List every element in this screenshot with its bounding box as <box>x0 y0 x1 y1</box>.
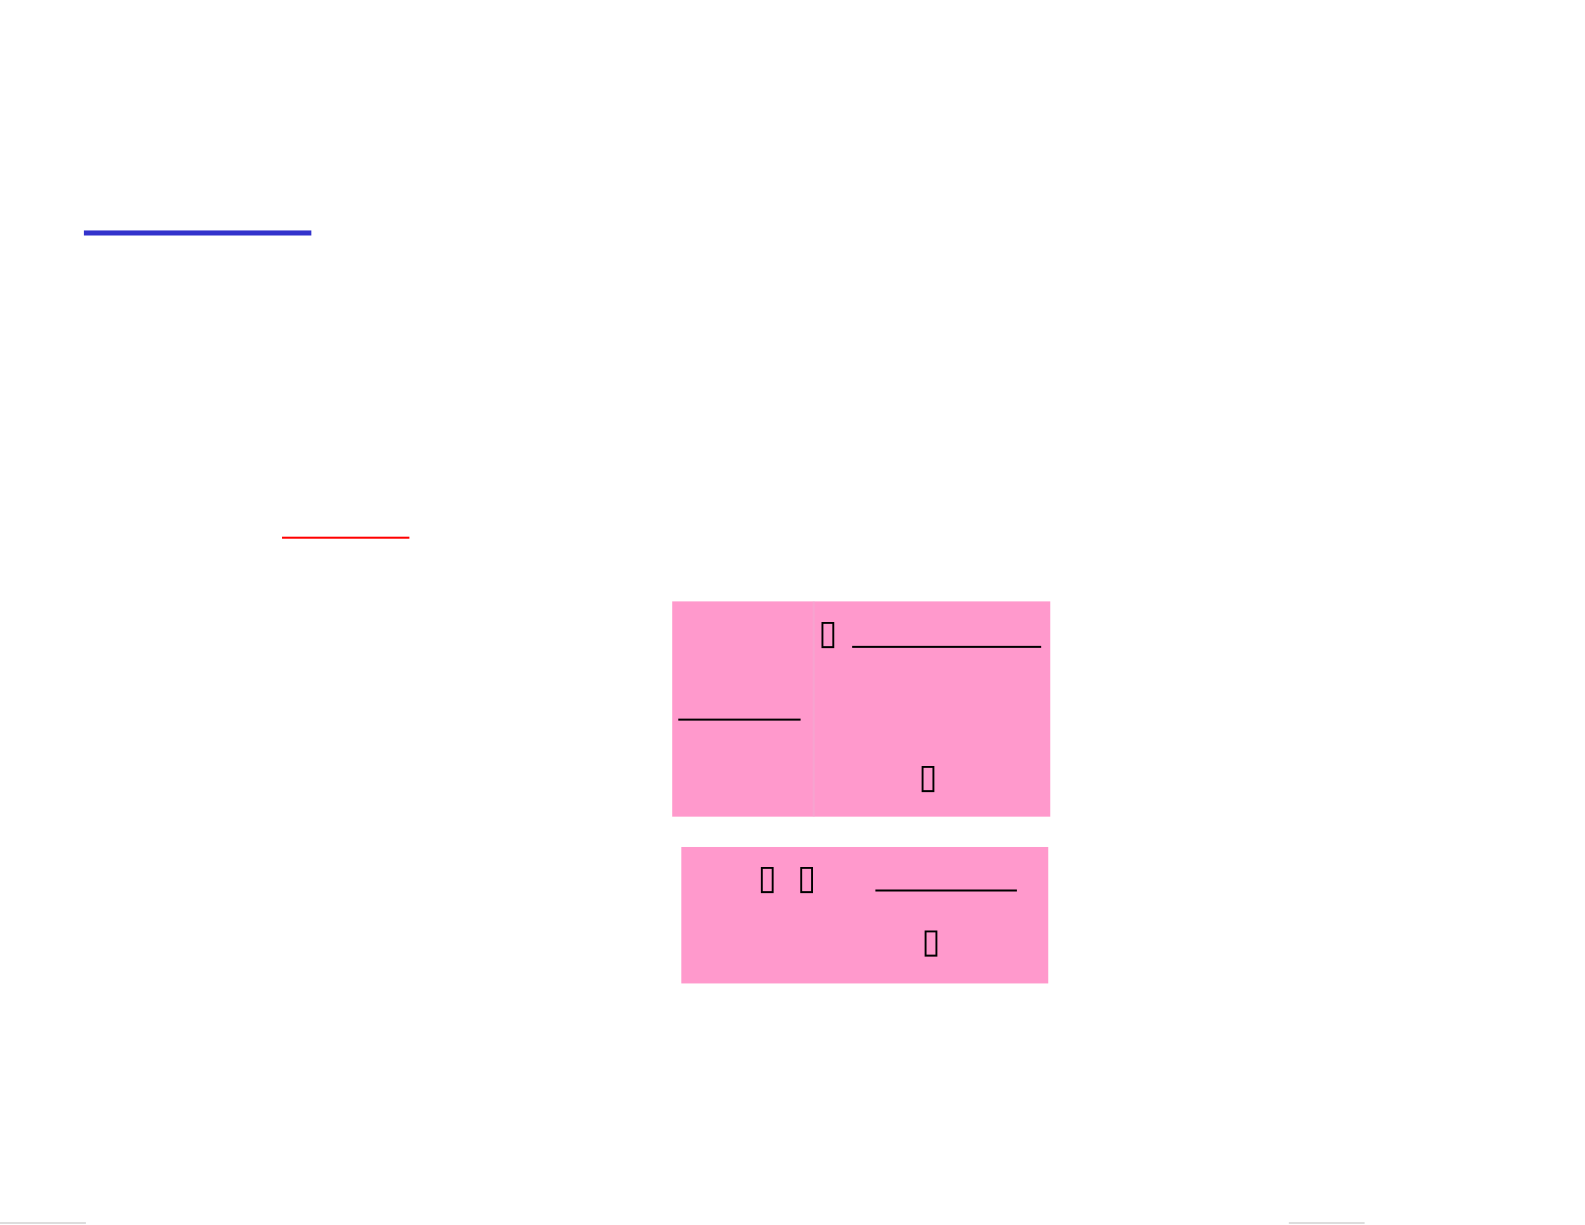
glyph: ▯ <box>818 613 837 653</box>
box-background <box>672 601 1051 817</box>
pink-box-1: ▯ ▯ <box>672 601 1051 817</box>
blue-underline <box>83 230 312 236</box>
glyph: ▯ <box>922 922 941 962</box>
glyph: ▯ <box>918 757 937 797</box>
glyph: ▯ <box>797 858 816 898</box>
pink-box-2: ▯ ▯ ▯ <box>681 846 1049 984</box>
box-background <box>681 846 1049 984</box>
glyph: ▯ <box>758 858 777 898</box>
red-underline <box>282 536 410 539</box>
